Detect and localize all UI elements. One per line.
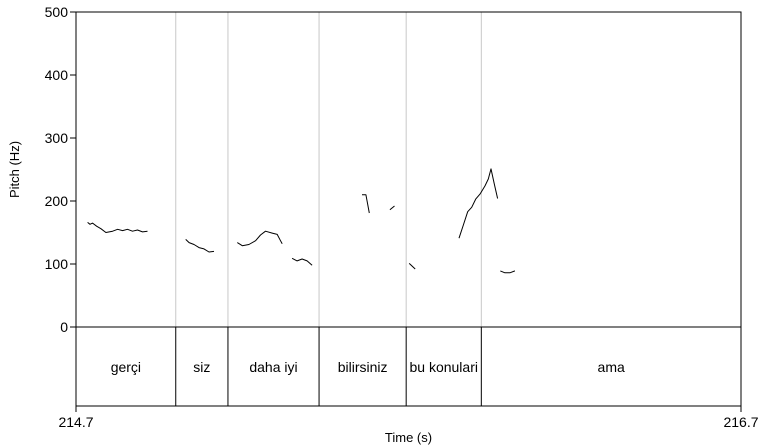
y-tick-label: 400 <box>45 67 69 83</box>
y-tick-label: 500 <box>45 4 69 20</box>
pitch-segment <box>458 168 499 239</box>
y-tick-label: 0 <box>60 319 68 335</box>
word-labels: gerçi siz daha iyi bilirsiniz bu konulari ama <box>111 359 625 375</box>
x-tick-label: 216.7 <box>723 414 758 430</box>
y-tick-label: 200 <box>45 193 69 209</box>
word-boundary-lines <box>175 12 482 406</box>
pitch-curves <box>87 168 516 274</box>
y-axis-ticks: 0 100 200 300 400 500 <box>45 4 76 335</box>
plot-frame <box>75 11 742 407</box>
x-axis-ticks: 214.7 216.7 <box>58 406 759 430</box>
pitch-segment <box>389 205 395 211</box>
y-axis-title: Pitch (Hz) <box>7 141 22 198</box>
y-tick-label: 100 <box>45 256 69 272</box>
word-label: gerçi <box>111 359 141 375</box>
pitch-segment <box>500 270 516 274</box>
word-label: bu konulari <box>409 359 478 375</box>
pitch-segment <box>291 257 313 266</box>
pitch-segment <box>87 222 148 233</box>
x-tick-label: 214.7 <box>58 414 93 430</box>
word-label: bilirsiniz <box>338 359 388 375</box>
x-axis-title: Time (s) <box>385 430 432 445</box>
y-tick-label: 300 <box>45 130 69 146</box>
pitch-segment <box>362 194 370 214</box>
pitch-segment <box>185 239 215 253</box>
pitch-segment <box>408 263 416 270</box>
word-label: ama <box>598 359 625 375</box>
word-label: siz <box>193 359 210 375</box>
pitch-segment <box>237 230 283 247</box>
word-label: daha iyi <box>249 359 297 375</box>
